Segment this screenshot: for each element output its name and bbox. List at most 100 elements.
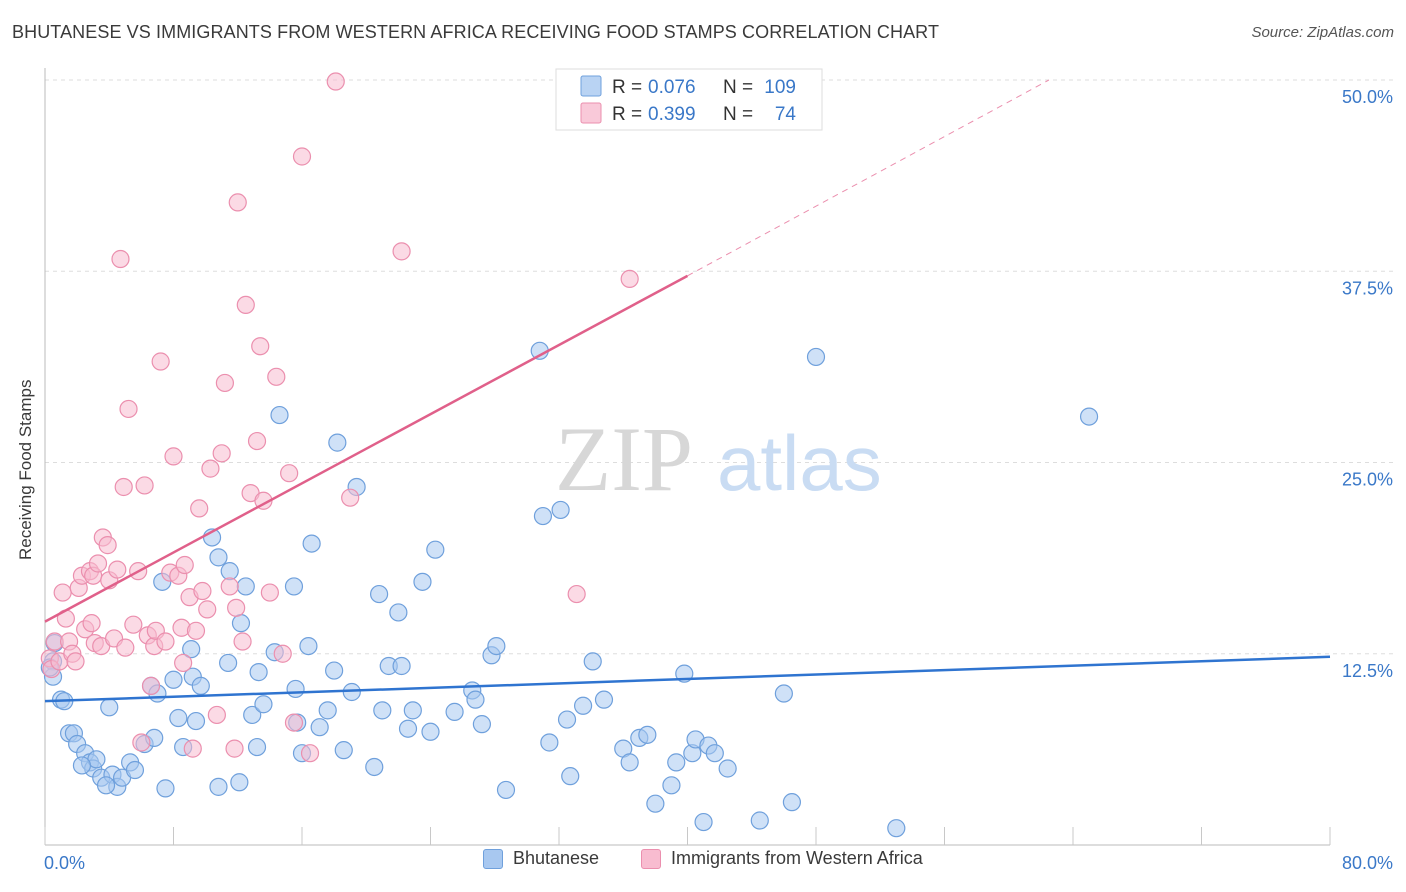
bhutanese-trend-line	[44, 655, 1331, 703]
immigrants-point-60	[247, 431, 267, 451]
immigrants-point-42	[175, 555, 194, 575]
immigrants-point-74	[620, 269, 639, 288]
bhutanese-point-87	[638, 725, 657, 744]
immigrants-point-53	[220, 577, 239, 596]
stats-legend: R = 0.076 N = 109 R = 0.399 N = 74	[555, 68, 823, 131]
bhutanese-point-24	[156, 779, 175, 798]
bhutanese-point-106	[96, 776, 116, 795]
bhutanese-point-26	[169, 708, 188, 728]
stats-n-label-bhutanese: N =	[723, 77, 753, 98]
y-tick-label-0: 12.5%	[1342, 661, 1393, 681]
bhutanese-point-74	[496, 780, 516, 800]
chart-title: BHUTANESE VS IMMIGRANTS FROM WESTERN AFR…	[12, 22, 940, 42]
immigrants-point-52	[215, 373, 234, 393]
immigrants-point-49	[201, 459, 220, 478]
bhutanese-point-82	[583, 652, 602, 671]
bhutanese-point-49	[302, 534, 321, 553]
bhutanese-point-88	[646, 794, 665, 813]
bhutanese-point-80	[561, 767, 580, 786]
bhutanese-point-48	[299, 636, 318, 656]
bhutanese-point-96	[705, 744, 724, 763]
tick-labels: 12.5% 25.0% 37.5% 50.0% 0.0% 80.0%	[44, 87, 1393, 873]
bhutanese-point-51	[318, 701, 337, 720]
bhutanese-point-94	[694, 812, 713, 832]
bhutanese-point-78	[551, 500, 570, 520]
legend-item-bhutanese[interactable]: Bhutanese	[483, 848, 599, 869]
bhutanese-point-83	[594, 690, 614, 709]
immigrants-point-69	[300, 744, 320, 763]
stats-n-value-bhutanese: 109	[764, 77, 796, 98]
bhutanese-point-41	[249, 663, 268, 682]
bhutanese-point-85	[620, 753, 639, 772]
bhutanese-point-53	[328, 433, 347, 452]
bhutanese-point-98	[750, 811, 769, 830]
immigrants-point-19	[98, 536, 117, 555]
immigrants-point-25	[116, 638, 135, 657]
immigrants-point-72	[392, 242, 411, 261]
bhutanese-point-76	[533, 506, 553, 526]
immigrants-point-26	[119, 399, 138, 419]
x-tick-label-1: 80.0%	[1342, 853, 1393, 873]
immigrants-point-48	[198, 600, 217, 619]
immigrants-point-27	[124, 615, 143, 634]
bhutanese-point-35	[220, 562, 239, 581]
bhutanese-point-57	[365, 757, 384, 777]
bhutanese-point-40	[247, 737, 267, 757]
bhutanese-point-32	[209, 548, 228, 567]
immigrants-point-73	[567, 584, 586, 604]
immigrants-point-58	[236, 295, 255, 315]
immigrants-point-23	[111, 249, 130, 269]
bhutanese-point-101	[806, 347, 826, 367]
bhutanese-point-77	[540, 733, 559, 752]
bhutanese-point-50	[310, 718, 329, 737]
immigrants-point-16	[88, 554, 108, 573]
bhutanese-point-33	[209, 777, 228, 796]
immigrants-point-68	[292, 147, 312, 166]
bhutanese-point-71	[472, 715, 491, 734]
bhutanese-point-102	[887, 819, 906, 838]
bhutanese-point-103	[1079, 407, 1099, 426]
bhutanese-point-38	[236, 577, 255, 596]
immigrants-point-24	[114, 477, 133, 497]
bhutanese-point-62	[389, 603, 408, 622]
stats-n-label-immigrants: N =	[723, 104, 753, 125]
bhutanese-point-97	[718, 759, 737, 778]
axes	[44, 68, 1331, 846]
bhutanese-point-13	[100, 698, 119, 717]
watermark-zip: ZIP	[555, 408, 693, 510]
bhutanese-point-45	[286, 679, 305, 699]
immigrants-point-36	[156, 632, 175, 651]
bhutanese-point-54	[334, 741, 353, 760]
watermark-atlas: atlas	[717, 419, 882, 507]
immigrants-point-22	[108, 560, 127, 579]
stats-r-value-immigrants: 0.399	[648, 104, 696, 125]
legend-swatch-pink	[641, 848, 661, 869]
immigrants-point-63	[260, 583, 279, 602]
bhutanese-point-70	[466, 690, 485, 709]
legend-item-immigrants[interactable]: Immigrants from Western Africa	[641, 848, 923, 869]
bhutanese-point-30	[191, 676, 210, 695]
immigrants-trend-extension	[687, 79, 1050, 277]
immigrants-point-67	[284, 713, 304, 732]
stats-n-value-immigrants: 74	[775, 104, 797, 125]
bhutanese-point-39	[243, 705, 262, 725]
immigrants-points	[40, 72, 639, 763]
bhutanese-point-34	[219, 653, 238, 673]
immigrants-point-54	[225, 739, 244, 758]
bhutanese-point-29	[186, 711, 206, 731]
bhutanese-point-44	[284, 577, 304, 596]
legend-label-bhutanese: Bhutanese	[513, 848, 600, 868]
watermark: ZIP atlas	[555, 408, 882, 510]
gridlines	[45, 79, 1395, 655]
immigrants-point-41	[174, 653, 193, 673]
bhutanese-point-90	[667, 753, 686, 772]
bhutanese-point-66	[421, 722, 440, 741]
bhutanese-point-64	[403, 701, 422, 720]
stats-r-value-bhutanese: 0.076	[648, 77, 696, 98]
stats-r-label-bhutanese: R =	[612, 77, 642, 98]
immigrants-trend-line	[44, 274, 689, 623]
bhutanese-point-61	[392, 656, 411, 676]
bhutanese-point-79	[557, 710, 577, 729]
immigrants-point-51	[212, 444, 231, 463]
